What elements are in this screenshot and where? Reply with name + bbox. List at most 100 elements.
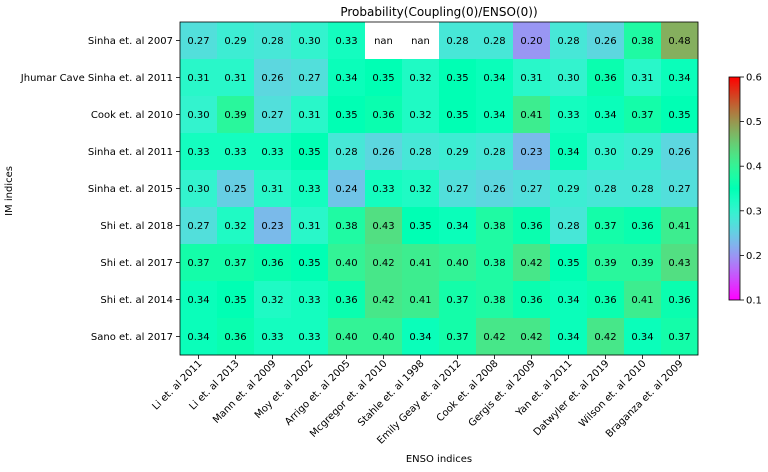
- cell-value-label: 0.40: [446, 258, 468, 269]
- y-tick-label: Sinha et. al 2007: [88, 36, 173, 47]
- cell-value-label: 0.27: [668, 184, 690, 195]
- heatmap-cell: [661, 59, 699, 97]
- heatmap-cell: [624, 133, 662, 171]
- heatmap-cell: [402, 22, 440, 60]
- colorbar-gradient: [728, 76, 741, 301]
- cell-value-label: 0.34: [594, 110, 616, 121]
- cell-value-label: 0.29: [557, 184, 579, 195]
- cell-value-label: 0.36: [594, 73, 616, 84]
- cell-value-label: 0.23: [520, 147, 542, 158]
- heatmap-cell: [328, 281, 366, 319]
- cell-value-label: 0.36: [520, 295, 542, 306]
- heatmap-cell: [217, 281, 255, 319]
- heatmap-cell: [217, 22, 255, 60]
- heatmap-cell: [254, 244, 292, 282]
- cell-value-label: 0.28: [261, 36, 283, 47]
- heatmap-cell: [180, 96, 218, 134]
- heatmap-cell: [180, 207, 218, 245]
- cell-value-label: 0.33: [261, 332, 283, 343]
- cell-value-label: 0.28: [483, 147, 505, 158]
- heatmap-cell: [513, 207, 551, 245]
- x-axis-label: ENSO indices: [406, 454, 472, 465]
- colorbar: 0.1 0.2 0.3 0.4 0.5 0.6: [728, 73, 762, 307]
- cell-value-label: 0.27: [446, 184, 468, 195]
- heatmap-cell: [365, 96, 403, 134]
- heatmap-cell: [217, 318, 255, 356]
- cell-value-label: 0.33: [557, 110, 579, 121]
- cell-value-label: 0.36: [594, 295, 616, 306]
- cell-value-label: 0.38: [483, 258, 505, 269]
- cell-value-label: 0.30: [557, 73, 579, 84]
- cell-value-label: 0.34: [187, 295, 209, 306]
- cell-value-label: 0.42: [594, 332, 616, 343]
- cell-value-label: 0.31: [520, 73, 542, 84]
- y-tick-label: Shi et. al 2014: [100, 295, 173, 306]
- cell-value-label: 0.42: [483, 332, 505, 343]
- cell-value-label: 0.34: [187, 332, 209, 343]
- y-tick-label: Sano et. al 2017: [91, 332, 173, 343]
- cell-value-label: 0.38: [631, 36, 653, 47]
- heatmap-cell: [402, 244, 440, 282]
- cell-value-label: 0.34: [668, 73, 690, 84]
- cell-value-label: 0.28: [483, 36, 505, 47]
- cell-value-label: 0.34: [631, 332, 653, 343]
- heatmap-cell: [513, 318, 551, 356]
- heatmap-cell: [661, 318, 699, 356]
- heatmap-cell: [328, 133, 366, 171]
- cell-value-label: 0.36: [261, 258, 283, 269]
- cell-value-label: 0.31: [298, 221, 320, 232]
- cell-value-label: 0.23: [261, 221, 283, 232]
- cell-value-label: 0.26: [594, 36, 616, 47]
- cell-value-label: 0.38: [483, 295, 505, 306]
- cell-value-label: 0.40: [372, 332, 394, 343]
- cell-value-label: 0.31: [298, 110, 320, 121]
- cell-value-label: 0.37: [668, 332, 690, 343]
- heatmap-cell: [402, 59, 440, 97]
- cell-value-label: 0.37: [446, 295, 468, 306]
- heatmap-cell: [587, 207, 625, 245]
- cell-value-label: 0.32: [409, 110, 431, 121]
- heatmap-cell: [661, 22, 699, 60]
- heatmap-cell: [476, 318, 514, 356]
- heatmap-cell: [254, 318, 292, 356]
- heatmap-cell: [217, 133, 255, 171]
- heatmap-cell: [328, 22, 366, 60]
- x-tick-label: Arrigo et. al 2005: [283, 358, 352, 427]
- heatmap-cell: [476, 133, 514, 171]
- cell-value-label: 0.20: [520, 36, 542, 47]
- cell-value-label: 0.42: [372, 258, 394, 269]
- heatmap-cell: [439, 207, 477, 245]
- heatmap-cell: [661, 96, 699, 134]
- heatmap-cell: [624, 244, 662, 282]
- cell-value-label: 0.39: [631, 258, 653, 269]
- heatmap-cell: [550, 170, 588, 208]
- colorbar-tick-label: 0.6: [746, 73, 762, 84]
- heatmap-cell: [624, 96, 662, 134]
- heatmap-cell: [550, 133, 588, 171]
- heatmap-cell: [439, 170, 477, 208]
- cell-value-label: 0.29: [446, 147, 468, 158]
- heatmap-cell: [550, 207, 588, 245]
- heatmap-cell: [402, 318, 440, 356]
- cell-value-label: 0.35: [298, 258, 320, 269]
- cell-value-label: 0.43: [668, 258, 690, 269]
- cell-value-label: 0.34: [557, 147, 579, 158]
- cell-value-label: 0.31: [631, 73, 653, 84]
- heatmap-cell: [476, 281, 514, 319]
- heatmap-cell: [513, 170, 551, 208]
- cell-value-label: 0.41: [409, 295, 431, 306]
- cell-value-label: 0.34: [335, 73, 357, 84]
- cell-value-label: 0.43: [372, 221, 394, 232]
- heatmap-cell: [254, 207, 292, 245]
- heatmap-cell: [587, 281, 625, 319]
- heatmap-cell: [476, 244, 514, 282]
- cell-value-label: 0.35: [668, 110, 690, 121]
- y-tick-label: Sinha et. al 2011: [88, 147, 173, 158]
- cell-value-label: 0.33: [187, 147, 209, 158]
- cell-value-label: nan: [411, 36, 430, 47]
- heatmap-cell: [365, 318, 403, 356]
- heatmap-cell: [513, 133, 551, 171]
- heatmap-cell: [624, 22, 662, 60]
- heatmap-cell: [217, 59, 255, 97]
